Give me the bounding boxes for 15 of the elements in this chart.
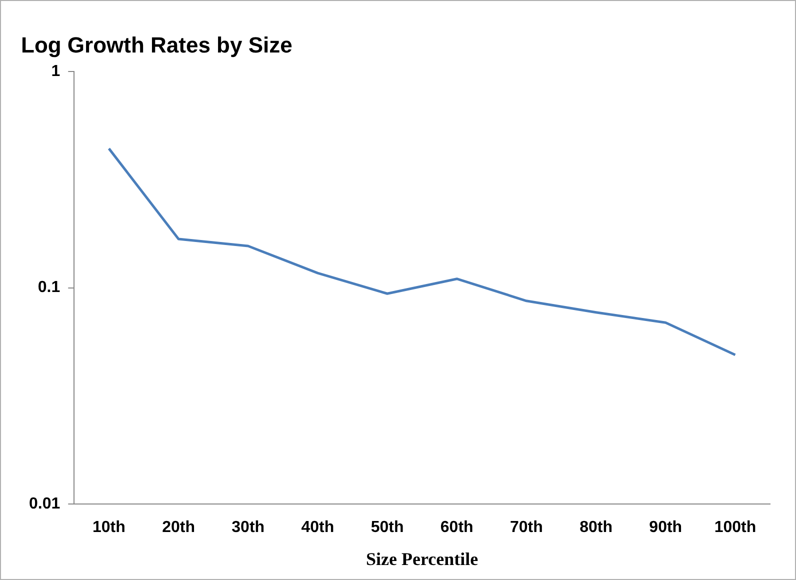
x-axis-title: Size Percentile: [366, 548, 478, 569]
y-tick-label: 0.01: [29, 496, 60, 513]
x-tick-label: 20th: [162, 519, 195, 536]
x-tick-label: 100th: [714, 519, 756, 536]
y-tick-label: 1: [51, 62, 60, 80]
x-tick-label: 40th: [301, 519, 334, 536]
x-tick-label: 10th: [92, 519, 126, 536]
x-tick-label: 50th: [370, 519, 404, 536]
x-tick-label: 60th: [440, 519, 474, 536]
x-tick-label: 70th: [510, 519, 543, 536]
x-tick-label: 90th: [649, 519, 682, 536]
chart-title: Log Growth Rates by Size: [21, 32, 292, 58]
y-tick-label: 0.1: [38, 279, 60, 296]
x-tick-label: 80th: [580, 519, 612, 536]
x-tick-label: 30th: [232, 519, 265, 536]
